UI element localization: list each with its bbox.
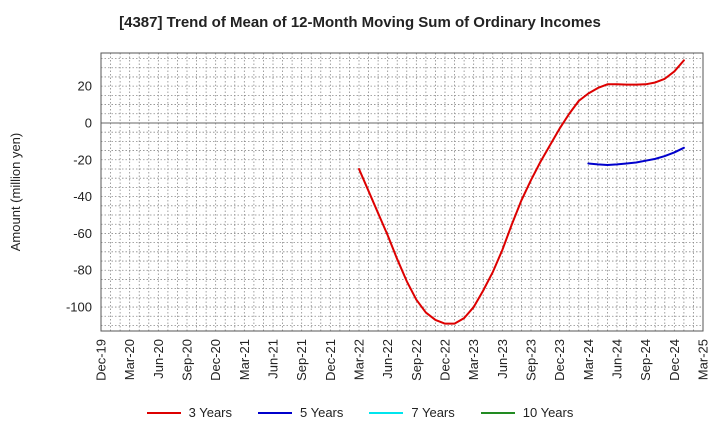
- x-tick-label: Mar-24: [581, 339, 596, 380]
- legend-swatch-7-years: [369, 411, 404, 414]
- x-tick-label: Mar-23: [466, 339, 481, 380]
- x-tick-label: Sep-24: [638, 339, 653, 381]
- x-tick-label: Dec-24: [667, 339, 682, 381]
- y-tick-label: -80: [73, 263, 92, 278]
- x-tick-labels: Dec-19 Mar-20 Jun-20 Sep-20 Dec-20 Mar-21 Jun-…: [94, 339, 711, 381]
- x-tick-label: Jun-20: [151, 339, 166, 379]
- x-tick-label: Mar-21: [237, 339, 252, 380]
- legend-item-7-years: 7 Years: [369, 405, 455, 420]
- x-tick-label: Dec-19: [94, 339, 109, 381]
- x-tick-label: Sep-20: [180, 339, 195, 381]
- legend-item-10-years: 10 Years: [480, 405, 574, 420]
- series-line-3-years: [358, 59, 685, 325]
- chart-title: [4387] Trend of Mean of 12-Month Moving …: [119, 14, 601, 31]
- x-tick-label: Jun-21: [266, 339, 281, 379]
- legend-label-5-years: 5 Years: [300, 405, 344, 420]
- y-axis-label: Amount (million yen): [8, 133, 23, 252]
- x-tick-label: Jun-22: [380, 339, 395, 379]
- x-tick-label: Mar-20: [122, 339, 137, 380]
- legend-item-5-years: 5 Years: [258, 405, 343, 420]
- legend: 3 Years 5 Years 7 Years 10 Years: [0, 405, 720, 420]
- x-tick-label: Sep-22: [409, 339, 424, 381]
- grid-layer: [101, 53, 703, 331]
- x-tick-label: Jun-23: [495, 339, 510, 379]
- legend-swatch-3-years: [146, 411, 181, 414]
- x-tick-label: Mar-25: [696, 339, 711, 380]
- x-tick-label: Jun-24: [610, 339, 625, 379]
- x-tick-label: Dec-22: [438, 339, 453, 381]
- y-tick-labels: 20 0 -20 -40 -60 -80 -100: [66, 79, 92, 315]
- plot-frame: [100, 52, 704, 332]
- legend-label-10-years: 10 Years: [522, 405, 574, 420]
- series-line-5-years: [587, 146, 685, 166]
- y-tick-label: -20: [73, 152, 92, 167]
- x-tick-label: Sep-23: [524, 339, 539, 381]
- x-tick-label: Dec-21: [323, 339, 338, 381]
- x-tick-label: Mar-22: [352, 339, 367, 380]
- series-layer: [358, 59, 685, 325]
- legend-swatch-10-years: [480, 411, 515, 414]
- legend-item-3-years: 3 Years: [146, 405, 232, 420]
- x-tick-label: Dec-23: [552, 339, 567, 381]
- legend-label-7-years: 7 Years: [411, 405, 455, 420]
- y-tick-label: 20: [78, 79, 92, 94]
- y-tick-label: -100: [66, 300, 92, 315]
- y-tick-label: -60: [73, 226, 92, 241]
- y-tick-label: -40: [73, 189, 92, 204]
- legend-label-3-years: 3 Years: [188, 405, 232, 420]
- x-tick-label: Dec-20: [208, 339, 223, 381]
- y-tick-label: 0: [85, 115, 92, 130]
- legend-swatch-5-years: [258, 411, 292, 414]
- x-tick-label: Sep-21: [294, 339, 309, 381]
